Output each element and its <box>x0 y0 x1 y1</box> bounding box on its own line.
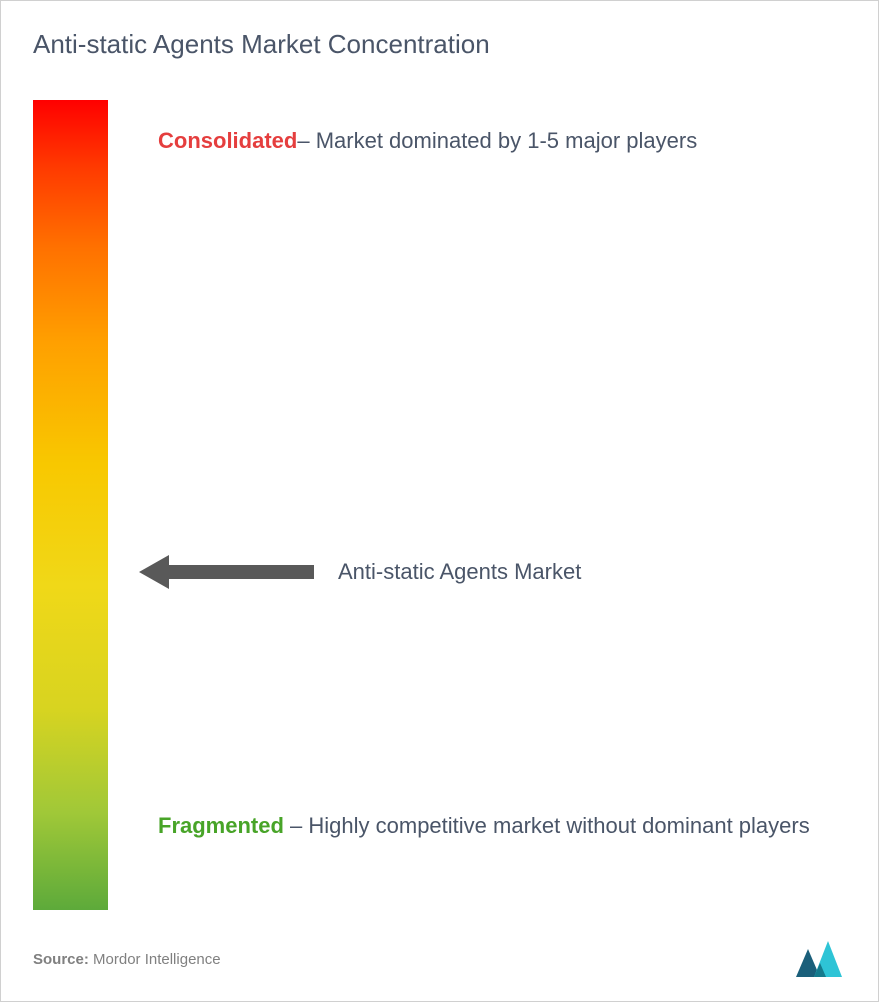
consolidated-label: Consolidated– Market dominated by 1-5 ma… <box>158 115 836 168</box>
market-name-label: Anti-static Agents Market <box>338 559 581 585</box>
fragmented-bold: Fragmented <box>158 813 284 838</box>
mordor-logo-icon <box>796 941 846 977</box>
source-name: Mordor Intelligence <box>89 951 221 968</box>
arrow-icon <box>139 555 314 589</box>
infographic-container: Anti-static Agents Market Concentration <box>0 0 879 1002</box>
fragmented-label: Fragmented – Highly competitive market w… <box>158 800 836 853</box>
gradient-scale-bar <box>33 100 108 910</box>
footer: Source: Mordor Intelligence <box>33 941 846 977</box>
content-area: Consolidated– Market dominated by 1-5 ma… <box>33 100 846 910</box>
consolidated-bold: Consolidated <box>158 128 297 153</box>
consolidated-description: – Market dominated by 1-5 major players <box>297 128 697 153</box>
source-attribution: Source: Mordor Intelligence <box>33 951 221 968</box>
fragmented-description: – Highly competitive market without domi… <box>284 813 810 838</box>
market-indicator: Anti-static Agents Market <box>139 555 581 589</box>
chart-title: Anti-static Agents Market Concentration <box>33 29 846 60</box>
source-label: Source: <box>33 951 89 968</box>
